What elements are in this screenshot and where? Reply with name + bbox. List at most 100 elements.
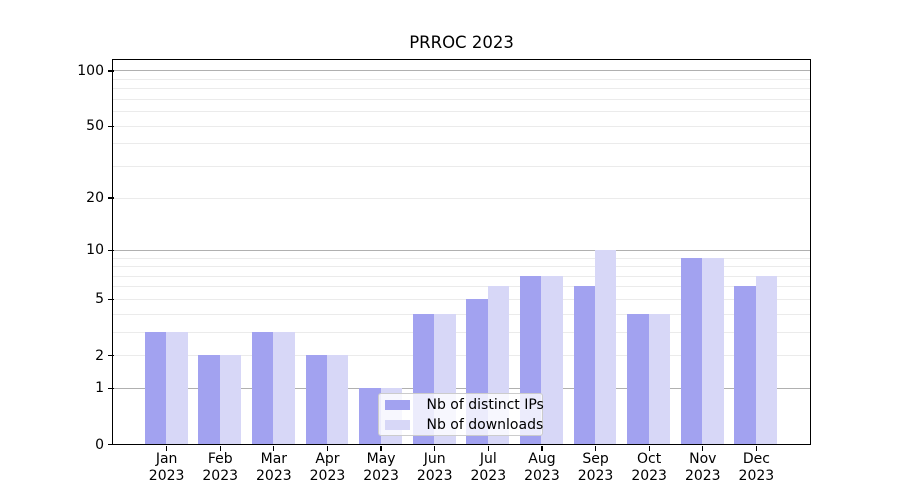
x-tick-month: Mar — [260, 451, 288, 467]
x-tick-year: 2023 — [577, 468, 614, 484]
x-tick-mark — [273, 446, 275, 451]
x-tick-year: 2023 — [256, 468, 292, 484]
gridline-minor — [112, 197, 810, 199]
x-tick-label: Jan 2023 — [132, 451, 202, 485]
x-tick-label: Apr 2023 — [292, 451, 362, 485]
x-tick-mark — [648, 446, 650, 451]
y-tick-mark — [107, 249, 114, 251]
bar-nb-of-distinct-ips-sep — [573, 286, 596, 444]
gridline-major — [112, 249, 810, 251]
x-tick-month: Dec — [742, 451, 770, 467]
y-tick-label: 20 — [86, 190, 104, 207]
x-tick-label: Oct 2023 — [614, 451, 684, 485]
gridline-minor — [112, 355, 810, 357]
bar-nb-of-downloads-jan — [166, 331, 188, 444]
legend-row: Nb of distinct IPs — [379, 396, 544, 416]
bar-nb-of-distinct-ips-apr — [305, 355, 327, 444]
y-tick-mark — [107, 387, 114, 389]
gridline-minor — [112, 111, 810, 113]
bar-nb-of-downloads-feb — [219, 355, 242, 444]
x-tick-year: 2023 — [202, 468, 239, 484]
gridline-minor — [112, 313, 810, 315]
x-tick-year: 2023 — [309, 468, 346, 484]
bar-nb-of-downloads-nov — [702, 257, 724, 444]
bar-nb-of-distinct-ips-jan — [144, 331, 167, 444]
y-tick-label: 50 — [86, 118, 104, 135]
x-tick-year: 2023 — [148, 468, 185, 484]
y-tick-label: 0 — [95, 436, 104, 453]
bar-nb-of-downloads-mar — [273, 331, 295, 444]
x-tick-year: 2023 — [684, 468, 721, 484]
bar-nb-of-distinct-ips-nov — [680, 257, 703, 444]
x-tick-year: 2023 — [416, 468, 453, 484]
x-tick-year: 2023 — [363, 468, 399, 484]
x-tick-month: Oct — [637, 451, 662, 467]
x-tick-month: Nov — [689, 451, 717, 467]
gridline-minor — [112, 78, 810, 80]
gridline-minor — [112, 88, 810, 90]
chart-title: PRROC 2023 — [409, 33, 514, 52]
x-tick-year: 2023 — [470, 468, 507, 484]
y-tick-label: 5 — [95, 291, 104, 308]
gridline-minor — [112, 331, 810, 333]
x-tick-mark — [487, 446, 489, 451]
x-tick-label: Jul 2023 — [453, 451, 523, 485]
gridline-minor — [112, 286, 810, 288]
y-tick-mark — [107, 70, 114, 72]
x-tick-mark — [326, 446, 329, 451]
gridline-major — [112, 70, 810, 72]
bar-nb-of-downloads-aug — [541, 275, 563, 444]
y-tick-mark — [107, 298, 114, 301]
gridline-major — [112, 387, 810, 389]
y-tick-label: 1 — [95, 380, 104, 397]
y-tick-label: 100 — [77, 62, 104, 79]
legend-swatch-downloads — [384, 419, 410, 430]
x-tick-label: Mar 2023 — [239, 451, 309, 485]
x-tick-month: Jun — [423, 451, 446, 467]
bar-nb-of-downloads-oct — [648, 313, 671, 444]
x-tick-label: May 2023 — [346, 451, 416, 485]
x-tick-mark — [594, 446, 597, 451]
legend-row: Nb of downloads — [379, 415, 544, 435]
gridline-minor — [112, 266, 810, 268]
x-tick-mark — [380, 446, 382, 451]
x-tick-label: Jun 2023 — [400, 451, 470, 485]
bar-nb-of-distinct-ips-mar — [251, 331, 274, 444]
x-tick-month: Apr — [315, 451, 340, 467]
x-tick-label: Aug 2023 — [507, 451, 577, 485]
legend-swatch-distinct-ips — [384, 400, 410, 411]
gridline-minor — [112, 98, 810, 100]
x-tick-month: Feb — [207, 451, 233, 467]
x-tick-year: 2023 — [738, 468, 775, 484]
gridline-minor — [112, 257, 810, 259]
y-tick-mark — [107, 197, 114, 199]
x-tick-label: Sep 2023 — [561, 451, 631, 485]
bar-nb-of-distinct-ips-feb — [198, 355, 220, 444]
x-tick-month: Aug — [528, 451, 556, 467]
x-tick-label: Feb 2023 — [185, 451, 255, 485]
x-tick-mark — [434, 446, 436, 451]
legend-label-distinct-ips: Nb of distinct IPs — [426, 397, 544, 414]
x-tick-month: Sep — [582, 451, 609, 467]
bar-nb-of-distinct-ips-may — [359, 387, 381, 444]
y-tick-label: 2 — [95, 347, 104, 364]
bar-nb-of-downloads-sep — [595, 249, 617, 444]
bar-nb-of-distinct-ips-oct — [627, 313, 649, 444]
y-tick-mark — [107, 443, 114, 446]
y-tick-mark — [107, 125, 114, 127]
x-tick-month: Jan — [155, 451, 178, 467]
legend-label-downloads: Nb of downloads — [426, 416, 544, 433]
x-tick-year: 2023 — [631, 468, 667, 484]
gridline-minor — [112, 125, 810, 127]
gridline-minor — [112, 298, 810, 300]
x-tick-mark — [219, 446, 221, 451]
bar-nb-of-downloads-dec — [755, 275, 778, 444]
y-tick-mark — [107, 354, 114, 357]
gridline-minor — [112, 275, 810, 277]
x-tick-label: Nov 2023 — [668, 451, 738, 485]
plot-area: Nb of distinct IPs Nb of downloads — [111, 58, 811, 445]
gridline-minor — [112, 143, 810, 145]
x-tick-year: 2023 — [524, 468, 560, 484]
x-tick-month: May — [366, 451, 396, 467]
